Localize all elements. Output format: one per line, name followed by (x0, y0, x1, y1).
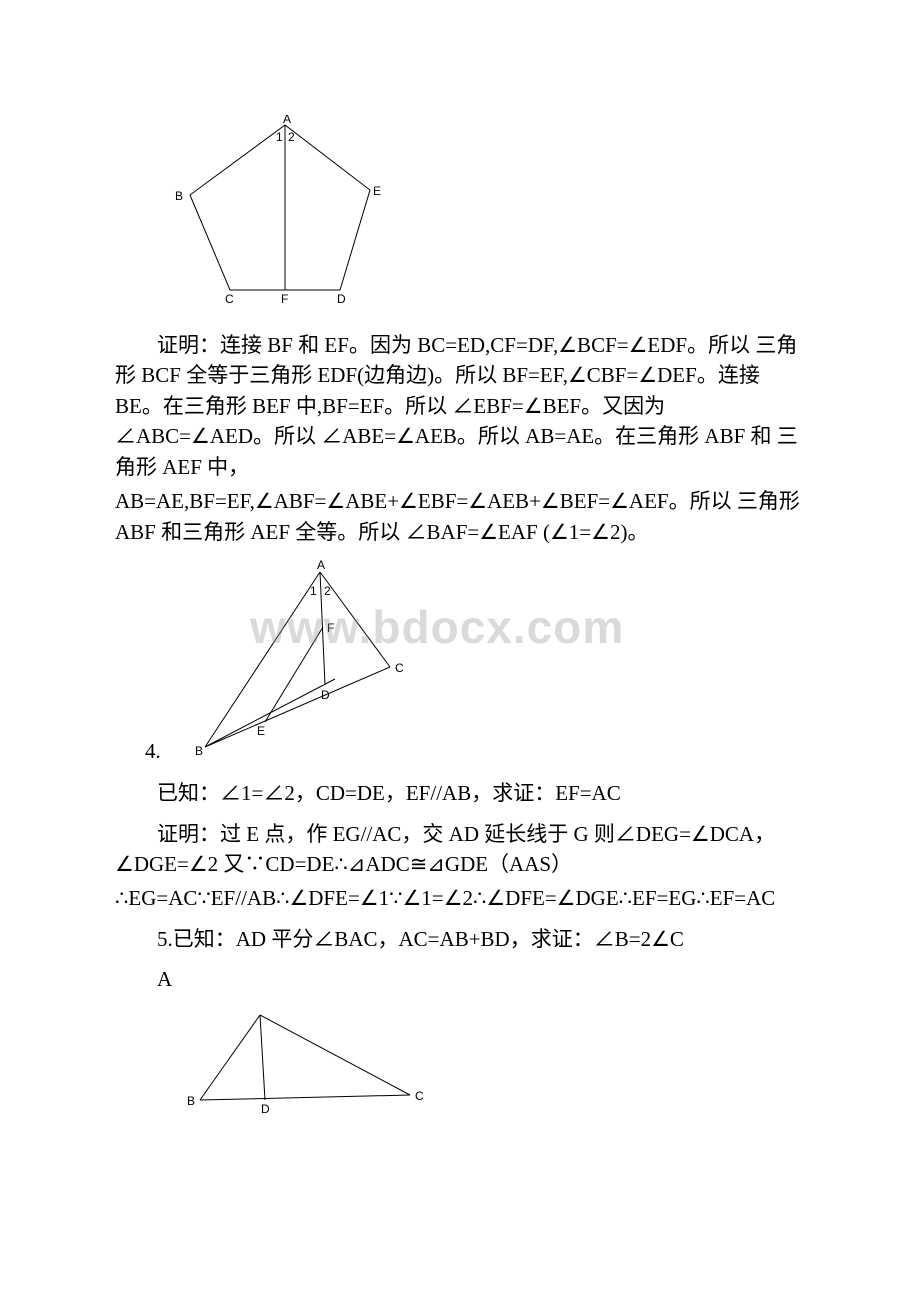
label2-F: F (327, 621, 334, 635)
problem-5-text: 5.已知：AD 平分∠BAC，AC=AB+BD，求证：∠B=2∠C (115, 924, 805, 954)
label-E: E (373, 184, 381, 198)
label-B: B (175, 189, 183, 203)
label-C: C (225, 292, 234, 306)
label3-D: D (261, 1102, 270, 1116)
label2-2: 2 (324, 584, 331, 598)
label-A: A (283, 115, 291, 126)
pentagon-svg: A B E C D F 1 2 (155, 115, 415, 310)
triangle1-svg: A B C D E F 1 2 (175, 557, 415, 757)
problem-4-proof-a: 证明：过 E 点，作 EG//AC，交 AD 延长线于 G 则∠DEG=∠DCA… (115, 819, 805, 880)
triangle2-svg: B D C (175, 1005, 435, 1120)
problem-4-given: 已知：∠1=∠2，CD=DE，EF//AB，求证：EF=AC (115, 778, 805, 808)
label2-1: 1 (310, 584, 317, 598)
proof-paragraph-1: 证明：连接 BF 和 EF。因为 BC=ED,CF=DF,∠BCF=∠EDF。所… (115, 330, 805, 482)
page: A B E C D F 1 2 证明：连接 BF 和 EF。因为 BC=ED,C… (0, 0, 920, 1302)
problem-4-row: A B C D E F 1 2 (135, 557, 805, 757)
label2-E: E (257, 724, 265, 738)
label2-B: B (195, 744, 203, 757)
label-angle2: 2 (288, 130, 295, 144)
label-F: F (281, 292, 288, 306)
label3-B: B (187, 1094, 195, 1108)
figure-triangle-1: A B C D E F 1 2 (175, 557, 415, 757)
label2-C: C (395, 661, 404, 675)
label2-A: A (317, 558, 325, 572)
figure-pentagon: A B E C D F 1 2 (155, 115, 805, 310)
figure-triangle-2: B D C (175, 1005, 805, 1120)
label-angle1: 1 (276, 130, 283, 144)
label2-D: D (321, 688, 330, 702)
label3-C: C (415, 1089, 424, 1103)
label-D: D (337, 292, 346, 306)
problem-4-proof-b: ∴EG=AC∵EF//AB∴∠DFE=∠1∵∠1=∠2∴∠DFE=∠DGE∴EF… (115, 883, 805, 913)
problem-5-A: A (115, 964, 805, 994)
proof-paragraph-1b: AB=AE,BF=EF,∠ABF=∠ABE+∠EBF=∠AEB+∠BEF=∠AE… (115, 486, 805, 547)
